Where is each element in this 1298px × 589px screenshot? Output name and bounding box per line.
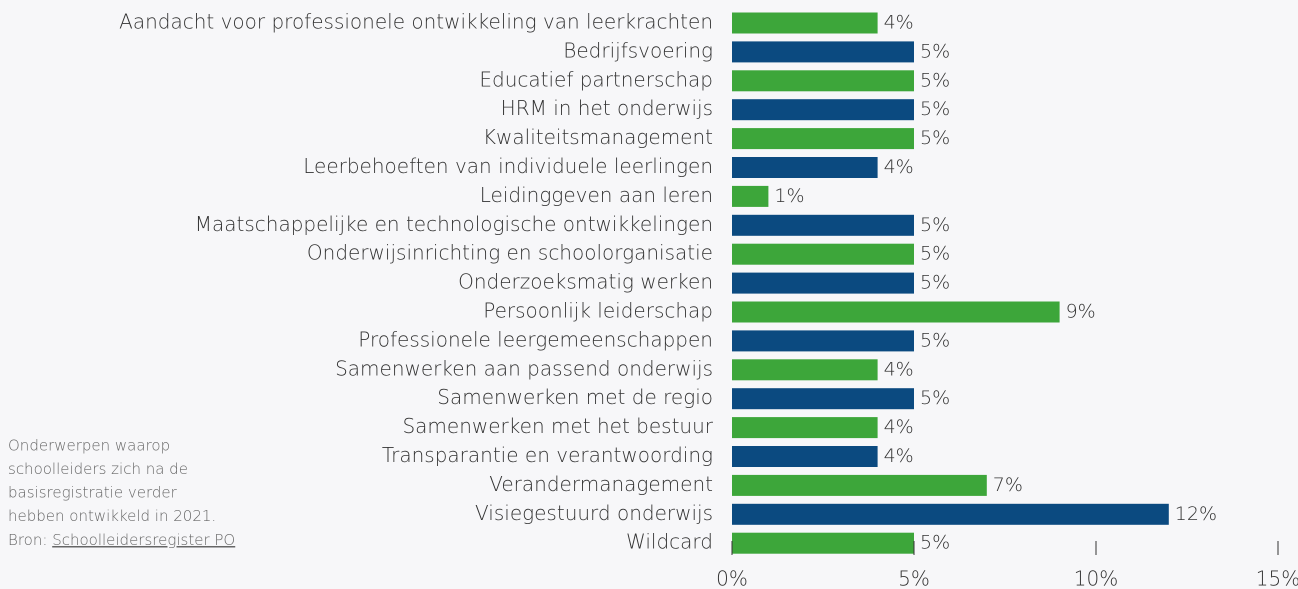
bar — [732, 99, 914, 121]
bar — [732, 214, 914, 236]
value-label: 4% — [884, 12, 914, 34]
bar — [732, 41, 914, 63]
x-tick-label: 10% — [1074, 567, 1118, 589]
category-label: Educatief partnerschap — [479, 67, 713, 91]
value-label: 5% — [920, 40, 950, 62]
source: Bron: Schoolleidersregister PO — [8, 531, 235, 549]
note: hebben ontwikkeld in 2021. — [8, 507, 216, 525]
x-tick-label: 15% — [1256, 567, 1298, 589]
bar — [732, 330, 914, 352]
bar — [732, 446, 878, 467]
value-label: 5% — [920, 127, 950, 149]
value-label: 1% — [774, 185, 804, 207]
category-label: Leerbehoeften van individuele leerlingen — [303, 154, 713, 178]
value-label: 4% — [884, 358, 914, 380]
bar — [732, 70, 914, 92]
category-label: Samenwerken aan passend onderwijs — [335, 356, 713, 380]
bar — [732, 301, 1060, 323]
bar — [732, 243, 914, 265]
category-label: Visiegestuurd onderwijs — [475, 501, 713, 525]
note: basisregistratie verder — [8, 484, 178, 502]
category-label: Maatschappelijke en technologische ontwi… — [195, 212, 713, 236]
value-label: 5% — [920, 214, 950, 236]
value-label: 5% — [920, 329, 950, 351]
source-prefix: Bron: — [8, 531, 47, 549]
value-label: 12% — [1175, 503, 1217, 525]
note: Onderwerpen waarop — [8, 437, 170, 455]
source-link[interactable]: Schoolleidersregister PO — [52, 531, 235, 549]
value-label: 5% — [920, 69, 950, 91]
bar — [732, 128, 914, 150]
bar — [732, 532, 914, 554]
value-label: 7% — [993, 474, 1023, 496]
category-label: Verandermanagement — [489, 472, 713, 496]
value-label: 5% — [920, 98, 950, 120]
bar — [732, 503, 1169, 525]
category-label: Onderzoeksmatig werken — [458, 270, 713, 294]
value-label: 5% — [920, 272, 950, 294]
category-label: Wildcard — [626, 530, 713, 554]
category-label: Professionele leergemeenschappen — [358, 327, 713, 351]
note: schoolleiders zich na de — [8, 460, 188, 478]
category-label: Samenwerken met de regio — [437, 385, 713, 409]
category-label: Persoonlijk leiderschap — [483, 299, 713, 323]
value-label: 4% — [884, 416, 914, 438]
bar — [732, 388, 914, 410]
bar — [732, 272, 914, 294]
bar — [732, 417, 878, 439]
bar — [732, 359, 878, 381]
bar — [732, 157, 878, 178]
value-label: 4% — [884, 445, 914, 467]
category-label: Bedrijfsvoering — [563, 38, 713, 62]
category-label: Aandacht voor professionele ontwikkeling… — [119, 10, 713, 34]
value-label: 9% — [1066, 301, 1096, 323]
value-label: 5% — [920, 532, 950, 554]
category-label: Transparantie en verantwoording — [382, 443, 713, 467]
bar — [732, 12, 878, 34]
category-label: Onderwijsinrichting en schoolorganisatie — [307, 241, 713, 265]
category-label: Kwaliteitsmanagement — [483, 125, 713, 149]
category-label: Samenwerken met het bestuur — [402, 414, 713, 438]
value-label: 5% — [920, 243, 950, 265]
category-label: Leidinggeven aan leren — [480, 183, 713, 207]
value-label: 4% — [884, 156, 914, 178]
value-label: 5% — [920, 387, 950, 409]
x-tick-label: 5% — [898, 567, 930, 589]
bar — [732, 185, 769, 207]
bar — [732, 474, 987, 496]
category-label: HRM in het onderwijs — [501, 96, 713, 120]
x-tick-label: 0% — [716, 567, 748, 589]
